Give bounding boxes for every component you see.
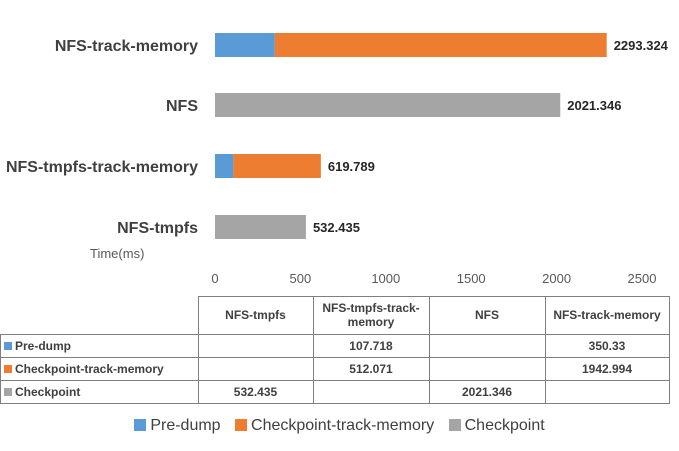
legend-label: Pre-dump — [150, 417, 221, 434]
legend: Pre-dump Checkpoint-track-memory Checkpo… — [0, 417, 679, 435]
series-swatch — [4, 364, 12, 373]
legend-item-checkpoint-track-memory: Checkpoint-track-memory — [235, 417, 434, 435]
data-table: NFS-tmpfs NFS-tmpfs-track-memory NFS NFS… — [0, 296, 670, 404]
row-label: Checkpoint — [15, 384, 81, 399]
x-tick-label: 500 — [290, 271, 312, 286]
table-cell: 1942.994 — [544, 356, 670, 381]
category-labels: NFS-track-memory NFS NFS-tmpfs-track-memor… — [6, 38, 198, 237]
category-label: NFS-tmpfs-track-memory — [6, 159, 198, 176]
table-cell: 532.435 — [197, 379, 314, 404]
stacked-bar-chart: NFS-track-memory NFS NFS-tmpfs-track-memor… — [6, 33, 669, 286]
legend-swatch — [134, 419, 147, 431]
legend-label: Checkpoint-track-memory — [251, 417, 435, 434]
legend-item-checkpoint: Checkpoint — [448, 417, 545, 435]
table-cell: 350.33 — [544, 333, 670, 358]
table-row: Pre-dump 107.718 350.33 — [0, 333, 670, 358]
table-cell — [197, 356, 314, 381]
table-cell — [544, 379, 670, 404]
table-row-header: Checkpoint-track-memory — [0, 356, 199, 381]
table-cell: 512.071 — [312, 356, 430, 381]
table-column-header: NFS-tmpfs-track-memory — [312, 296, 430, 335]
total-value-label: 532.435 — [313, 220, 360, 235]
x-tick-label: 0 — [211, 271, 218, 286]
x-axis-tick-labels: 0 500 1000 1500 2000 2500 — [211, 271, 656, 286]
table-cell: 2021.346 — [428, 379, 546, 404]
total-value-label: 2021.346 — [567, 98, 621, 113]
table-row-header: Checkpoint — [0, 379, 199, 404]
table-column-header: NFS-track-memory — [544, 296, 670, 335]
legend-swatch — [235, 419, 248, 431]
table-cell — [197, 333, 314, 358]
x-tick-label: 2000 — [542, 271, 571, 286]
bars — [215, 33, 607, 239]
table-column-header: NFS — [428, 296, 546, 335]
legend-item-pre-dump: Pre-dump — [134, 417, 221, 435]
table-column-header: NFS-tmpfs — [197, 296, 314, 335]
row-label: Pre-dump — [15, 338, 72, 353]
table-row: Checkpoint-track-memory 512.071 1942.994 — [0, 356, 670, 381]
category-label: NFS-track-memory — [55, 38, 198, 55]
table-corner-cell — [0, 296, 199, 335]
category-label: NFS — [166, 98, 198, 115]
bar-segment — [215, 215, 306, 239]
table-cell — [312, 379, 430, 404]
x-axis-unit-label: Time(ms) — [90, 246, 144, 261]
legend-label: Checkpoint — [464, 417, 545, 434]
series-swatch — [4, 387, 12, 396]
total-value-label: 2293.324 — [614, 38, 669, 53]
bar-segment — [233, 154, 321, 178]
table-cell — [428, 356, 546, 381]
x-tick-label: 1000 — [371, 271, 400, 286]
x-tick-label: 1500 — [457, 271, 486, 286]
bar-segment — [215, 93, 561, 117]
series-swatch — [4, 341, 12, 350]
table-row-header: Pre-dump — [0, 333, 199, 358]
total-value-label: 619.789 — [328, 159, 375, 174]
bar-segment — [215, 33, 275, 57]
legend-swatch — [448, 419, 461, 431]
category-label: NFS-tmpfs — [117, 220, 198, 237]
row-label: Checkpoint-track-memory — [15, 361, 164, 376]
table-row: Checkpoint 532.435 2021.346 — [0, 379, 670, 404]
table-cell: 107.718 — [312, 333, 430, 358]
bar-segment — [215, 154, 234, 178]
bar-segment — [274, 33, 607, 57]
x-tick-label: 2500 — [628, 271, 657, 286]
table-cell — [428, 333, 546, 358]
total-value-labels: 2293.324 2021.346 619.789 532.435 — [313, 38, 669, 235]
table-header-row: NFS-tmpfs NFS-tmpfs-track-memory NFS NFS… — [0, 296, 670, 335]
